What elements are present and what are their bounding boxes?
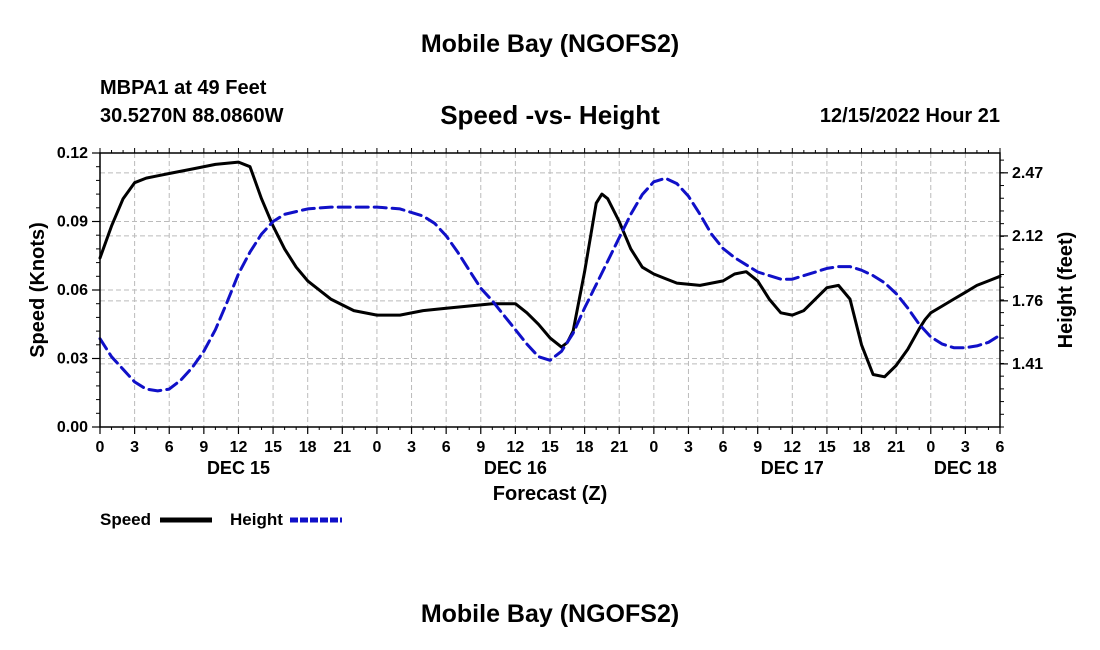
x-date-label: DEC 18	[934, 458, 997, 478]
x-tick-label: 15	[541, 439, 559, 456]
x-tick-label: 18	[853, 439, 871, 456]
x-tick-label: 3	[407, 439, 416, 456]
y-axis-label: Speed (Knots)	[27, 222, 49, 358]
height-series-line	[98, 176, 1002, 393]
x-date-label: DEC 15	[207, 458, 270, 478]
x-tick-label: 0	[372, 439, 381, 456]
y-tick-label: 0.00	[57, 419, 88, 436]
grid-lines	[100, 153, 1000, 427]
y-tick-label: 0.06	[57, 282, 88, 299]
legend-height-label: Height	[230, 510, 283, 529]
speed-series-line	[98, 160, 1002, 379]
chart-subtitle: Speed -vs- Height	[440, 100, 660, 130]
y2-tick-label: 1.41	[1012, 356, 1043, 373]
x-tick-label: 12	[506, 439, 524, 456]
y-tick-label: 0.12	[57, 145, 88, 162]
y2-tick-label: 1.76	[1012, 293, 1043, 310]
x-tick-label: 6	[442, 439, 451, 456]
x-tick-label: 0	[649, 439, 658, 456]
x-date-label: DEC 17	[761, 458, 824, 478]
station-coordinates: 30.5270N 88.0860W	[100, 105, 284, 127]
x-tick-label: 12	[230, 439, 248, 456]
legend-speed-label: Speed	[100, 510, 151, 529]
x-tick-label: 3	[684, 439, 693, 456]
chart-title: Mobile Bay (NGOFS2)	[420, 30, 680, 58]
x-tick-label: 6	[719, 439, 728, 456]
x-tick-label: 9	[753, 439, 762, 456]
x-tick-label: 6	[996, 439, 1005, 456]
y2-tick-label: 2.12	[1012, 228, 1043, 245]
x-date-label: DEC 16	[484, 458, 547, 478]
series-layer	[98, 160, 1002, 393]
legend: Speed Height	[100, 510, 342, 529]
x-tick-label: 0	[926, 439, 935, 456]
tick-labels: 0 3 6 9 12 15 18 21 0 3 6 9 12 15 18 21 0 3 6 9 12 15 18 21 0 3 6 D…	[57, 145, 1043, 478]
x-tick-label: 18	[576, 439, 594, 456]
x-tick-label: 21	[610, 439, 628, 456]
x-tick-label: 0	[96, 439, 105, 456]
x-tick-label: 21	[333, 439, 351, 456]
x-tick-label: 3	[130, 439, 139, 456]
y2-tick-label: 2.47	[1012, 165, 1043, 182]
x-axis-label: Forecast (Z)	[493, 483, 607, 505]
x-tick-label: 3	[961, 439, 970, 456]
forecast-datestamp: 12/15/2022 Hour 21	[819, 105, 1000, 127]
y-tick-label: 0.03	[57, 351, 88, 368]
x-tick-label: 18	[299, 439, 317, 456]
x-tick-label: 15	[264, 439, 282, 456]
x-tick-label: 9	[476, 439, 485, 456]
x-tick-label: 9	[199, 439, 208, 456]
second-chart-title: Mobile Bay (NGOFS2)	[420, 600, 680, 628]
x-tick-label: 12	[783, 439, 801, 456]
plot-frame	[99, 152, 1001, 428]
station-label: MBPA1 at 49 Feet	[100, 77, 267, 99]
x-tick-label: 6	[165, 439, 174, 456]
y2-axis-label: Height (feet)	[1055, 232, 1077, 349]
y-tick-label: 0.09	[57, 214, 88, 231]
x-tick-label: 21	[887, 439, 905, 456]
x-tick-label: 15	[818, 439, 836, 456]
